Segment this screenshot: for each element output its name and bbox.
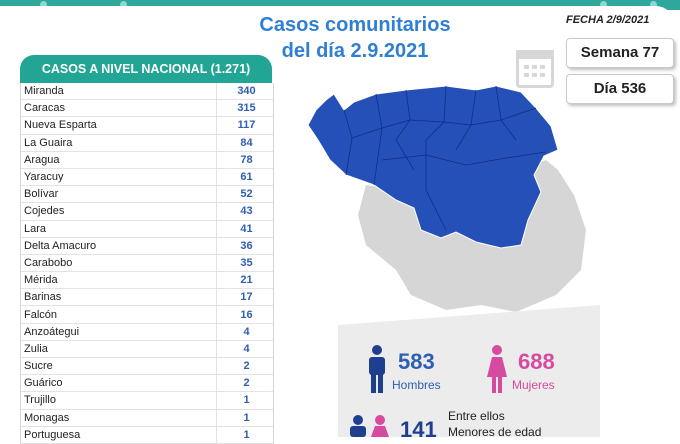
table-row: Mérida 21 <box>21 272 273 290</box>
state-name: Anzoátegui <box>24 325 80 338</box>
case-count: 4 <box>243 342 250 355</box>
state-name: Mérida <box>24 274 58 287</box>
day-badge: Día 536 <box>566 74 674 104</box>
table-row: Lara 41 <box>21 221 273 238</box>
case-count: 84 <box>240 136 253 149</box>
case-count: 2 <box>243 360 250 373</box>
venezuela-map <box>307 85 586 312</box>
case-count: 41 <box>240 222 253 235</box>
table-row: Monagas 1 <box>21 410 273 427</box>
table-row: Miranda 340 <box>21 83 273 101</box>
table-row: Guárico 2 <box>21 375 273 393</box>
state-name: Delta Amacuro <box>24 239 97 252</box>
cases-table: Miranda 340 Caracas 315 Nueva Esparta 117 La G… <box>20 83 274 444</box>
male-person-icon <box>369 345 385 393</box>
case-count: 315 <box>237 102 256 115</box>
state-name: Yaracuy <box>24 171 64 184</box>
state-name: Aragua <box>24 153 60 166</box>
case-count: 35 <box>240 256 253 269</box>
case-count: 21 <box>240 274 253 287</box>
table-row: Cojedes 43 <box>21 203 273 221</box>
table-row: Nueva Esparta 117 <box>21 117 273 135</box>
table-row: Zulia 4 <box>21 341 273 358</box>
table-row: Carabobo 35 <box>21 255 273 273</box>
state-borders <box>343 85 547 231</box>
table-row: Falcón 16 <box>21 306 273 324</box>
venezuela-shape <box>307 85 559 249</box>
table-row: La Guaira 84 <box>21 135 273 152</box>
women-count: 688 <box>518 349 555 374</box>
state-name: Carabobo <box>24 256 73 269</box>
state-name: Cojedes <box>24 205 65 218</box>
state-name: Miranda <box>24 85 64 98</box>
date-label: FECHA 2/9/2021 <box>566 14 650 26</box>
minors-count: 141 <box>400 417 437 442</box>
week-badge: Semana 77 <box>566 38 674 68</box>
case-count: 61 <box>240 171 253 184</box>
case-count: 1 <box>243 394 250 407</box>
table-row: Aragua 78 <box>21 152 273 169</box>
case-count: 1 <box>243 411 250 424</box>
state-name: Monagas <box>24 411 70 424</box>
top-banner <box>0 0 680 10</box>
case-count: 1 <box>243 428 250 441</box>
page-title: Casos comunitarios del día 2.9.2021 <box>230 12 480 64</box>
decorative-dot <box>650 1 657 8</box>
decorative-dot <box>600 1 607 8</box>
state-name: Trujillo <box>24 394 56 407</box>
state-name: Bolívar <box>24 188 59 201</box>
minors-icon <box>350 415 389 437</box>
table-row: Delta Amacuro 36 <box>21 238 273 255</box>
title-line-2: del día 2.9.2021 <box>281 40 429 62</box>
state-name: Nueva Esparta <box>24 119 97 132</box>
demographics-panel: 583 Hombres 688 Mujeres 141 Entre ellos … <box>338 305 600 442</box>
case-count: 17 <box>240 291 253 304</box>
table-row: Trujillo 1 <box>21 392 273 410</box>
state-name: Caracas <box>24 102 65 115</box>
case-count: 36 <box>240 239 253 252</box>
table-row: Anzoátegui 4 <box>21 324 273 341</box>
state-name: Guárico <box>24 377 63 390</box>
case-count: 117 <box>237 119 256 132</box>
calendar-icon <box>516 50 554 88</box>
state-name: Portuguesa <box>24 428 81 441</box>
female-person-icon <box>487 345 507 393</box>
state-name: Barinas <box>24 291 62 304</box>
state-name: La Guaira <box>24 136 73 149</box>
case-count: 16 <box>240 308 253 321</box>
national-cases-header: CASOS A NIVEL NACIONAL (1.271) <box>20 55 272 83</box>
decorative-dot <box>120 1 127 8</box>
case-count: 340 <box>237 85 256 98</box>
decorative-dot <box>40 1 47 8</box>
table-row: Caracas 315 <box>21 100 273 118</box>
title-line-1: Casos comunitarios <box>259 14 451 36</box>
men-label: Hombres <box>392 378 441 392</box>
case-count: 2 <box>243 377 250 390</box>
case-count: 78 <box>240 153 253 166</box>
table-row: Sucre 2 <box>21 358 273 376</box>
minors-label-1: Entre ellos <box>448 409 505 423</box>
table-row: Bolívar 52 <box>21 186 273 204</box>
case-count: 43 <box>240 205 253 218</box>
women-label: Mujeres <box>512 378 555 392</box>
case-count: 52 <box>240 188 253 201</box>
table-row: Yaracuy 61 <box>21 169 273 187</box>
case-count: 4 <box>243 325 250 338</box>
state-name: Falcón <box>24 308 58 321</box>
table-row: Barinas 17 <box>21 289 273 307</box>
state-name: Sucre <box>24 360 53 373</box>
state-name: Zulia <box>24 342 48 355</box>
state-name: Lara <box>24 222 47 235</box>
table-row: Portuguesa 1 <box>21 427 273 444</box>
men-count: 583 <box>398 349 435 374</box>
minors-label-2: Menores de edad <box>448 425 542 439</box>
